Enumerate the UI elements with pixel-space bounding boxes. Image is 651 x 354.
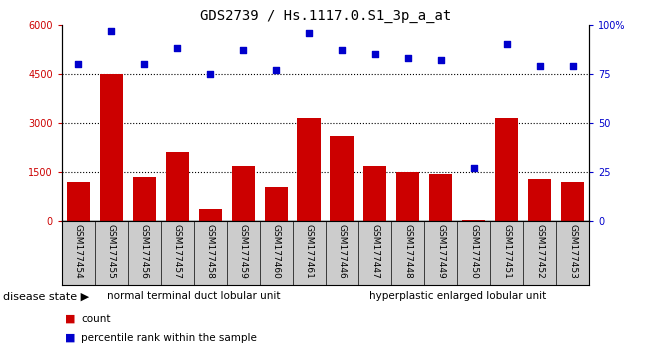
- Bar: [133, 177, 156, 221]
- Bar: [363, 166, 387, 221]
- Bar: [462, 220, 486, 221]
- Point: [73, 61, 83, 67]
- Text: GSM177460: GSM177460: [271, 224, 281, 279]
- Bar: [495, 118, 518, 221]
- Text: GSM177453: GSM177453: [568, 224, 577, 279]
- Point: [271, 67, 281, 73]
- Bar: [561, 182, 584, 221]
- Text: GSM177454: GSM177454: [74, 224, 83, 279]
- Text: percentile rank within the sample: percentile rank within the sample: [81, 333, 257, 343]
- Bar: [429, 174, 452, 221]
- Bar: [165, 153, 189, 221]
- Bar: [528, 179, 551, 221]
- Point: [337, 47, 347, 53]
- Bar: [100, 74, 123, 221]
- Text: GSM177461: GSM177461: [305, 224, 314, 279]
- Point: [370, 51, 380, 57]
- Point: [172, 46, 182, 51]
- Text: GSM177457: GSM177457: [173, 224, 182, 279]
- Text: GSM177459: GSM177459: [239, 224, 247, 279]
- Text: GSM177458: GSM177458: [206, 224, 215, 279]
- Text: GDS2739 / Hs.1117.0.S1_3p_a_at: GDS2739 / Hs.1117.0.S1_3p_a_at: [200, 9, 451, 23]
- Point: [205, 71, 215, 77]
- Bar: [264, 187, 288, 221]
- Point: [238, 47, 248, 53]
- Bar: [298, 118, 320, 221]
- Text: GSM177451: GSM177451: [503, 224, 511, 279]
- Point: [139, 61, 150, 67]
- Bar: [331, 136, 353, 221]
- Text: GSM177447: GSM177447: [370, 224, 380, 279]
- Point: [534, 63, 545, 69]
- Point: [501, 41, 512, 47]
- Text: GSM177450: GSM177450: [469, 224, 478, 279]
- Point: [403, 55, 413, 61]
- Bar: [396, 172, 419, 221]
- Text: GSM177455: GSM177455: [107, 224, 116, 279]
- Text: ■: ■: [65, 333, 76, 343]
- Point: [106, 28, 117, 34]
- Text: GSM177456: GSM177456: [140, 224, 148, 279]
- Text: ■: ■: [65, 314, 76, 324]
- Text: GSM177448: GSM177448: [404, 224, 412, 279]
- Text: hyperplastic enlarged lobular unit: hyperplastic enlarged lobular unit: [368, 291, 546, 302]
- Text: normal terminal duct lobular unit: normal terminal duct lobular unit: [107, 291, 281, 302]
- Text: GSM177452: GSM177452: [535, 224, 544, 279]
- Point: [568, 63, 578, 69]
- Bar: [232, 166, 255, 221]
- Text: GSM177449: GSM177449: [436, 224, 445, 279]
- Text: GSM177446: GSM177446: [337, 224, 346, 279]
- Point: [469, 165, 479, 171]
- Text: disease state ▶: disease state ▶: [3, 291, 89, 302]
- Bar: [67, 182, 90, 221]
- Point: [304, 30, 314, 35]
- Point: [436, 57, 446, 63]
- Text: count: count: [81, 314, 111, 324]
- Bar: [199, 209, 222, 221]
